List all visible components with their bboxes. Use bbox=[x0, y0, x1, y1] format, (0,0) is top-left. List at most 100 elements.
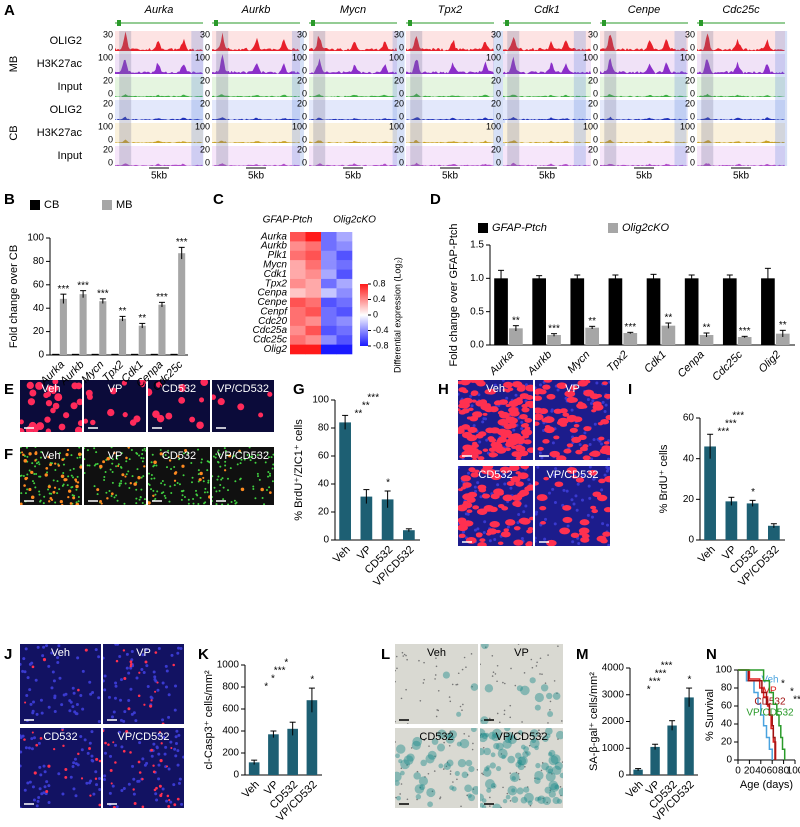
nucleus bbox=[103, 674, 107, 678]
cell bbox=[252, 488, 255, 491]
cell bbox=[33, 472, 36, 475]
nucleus bbox=[27, 746, 31, 750]
cell bbox=[540, 735, 542, 738]
significance: ** bbox=[665, 313, 673, 324]
track-scale-max: 100 bbox=[98, 52, 113, 62]
track-background bbox=[212, 54, 300, 74]
nucleus bbox=[461, 458, 465, 460]
panel-label: M bbox=[576, 646, 589, 663]
cell bbox=[481, 719, 483, 722]
row-label: Olig2 bbox=[264, 344, 288, 355]
nucleus bbox=[514, 393, 518, 397]
cell bbox=[449, 773, 452, 775]
heatmap-cell bbox=[321, 269, 337, 280]
y-tick-label: 2000 bbox=[602, 716, 625, 727]
nucleus bbox=[132, 777, 136, 781]
track-scale-min: 0 bbox=[399, 157, 404, 167]
bar bbox=[737, 337, 752, 345]
track-signal bbox=[503, 37, 591, 51]
cell bbox=[500, 806, 502, 808]
cell bbox=[547, 711, 554, 718]
cell bbox=[192, 497, 195, 500]
cell bbox=[470, 391, 478, 396]
cell bbox=[143, 447, 146, 450]
cell bbox=[480, 734, 481, 737]
cell bbox=[26, 381, 34, 390]
cell bbox=[109, 387, 117, 395]
row-label: Cenpe bbox=[258, 297, 288, 308]
cell bbox=[123, 677, 127, 681]
track-signal bbox=[115, 31, 203, 51]
track-signal bbox=[697, 93, 785, 97]
cell bbox=[93, 447, 96, 450]
cell bbox=[400, 767, 403, 770]
cell bbox=[553, 435, 560, 440]
cell bbox=[113, 451, 116, 455]
cell bbox=[58, 452, 61, 455]
cell bbox=[150, 461, 153, 464]
nucleus bbox=[535, 539, 537, 543]
cell bbox=[140, 488, 143, 491]
bar bbox=[287, 728, 298, 775]
heatmap-cell bbox=[321, 278, 337, 289]
cell bbox=[75, 502, 80, 505]
nucleus bbox=[161, 718, 165, 722]
cell bbox=[504, 735, 512, 744]
legend-label: VP bbox=[763, 686, 777, 697]
nucleus bbox=[592, 477, 596, 481]
significance: *** bbox=[97, 288, 109, 299]
cell bbox=[505, 519, 516, 526]
micrograph bbox=[148, 447, 210, 505]
cell bbox=[517, 472, 529, 480]
nucleus bbox=[23, 788, 27, 792]
nucleus bbox=[56, 660, 60, 664]
cell bbox=[162, 491, 165, 494]
cell bbox=[435, 665, 438, 668]
cell bbox=[69, 469, 72, 472]
y-tick-label: 60 bbox=[721, 701, 733, 712]
cell bbox=[505, 794, 511, 800]
cell bbox=[576, 402, 587, 410]
cell bbox=[38, 493, 41, 496]
nucleus bbox=[89, 692, 93, 696]
cell bbox=[220, 478, 223, 481]
cell bbox=[503, 423, 513, 430]
cell bbox=[61, 728, 64, 732]
survival-line bbox=[738, 669, 776, 760]
nucleus bbox=[606, 523, 610, 527]
cell bbox=[458, 427, 465, 434]
cell bbox=[141, 452, 144, 455]
cell bbox=[74, 426, 82, 432]
legend-swatch bbox=[608, 223, 618, 233]
scale-bar-label: 5kb bbox=[345, 171, 362, 182]
image-label: VP bbox=[108, 450, 123, 462]
nucleus bbox=[506, 525, 510, 529]
nucleus bbox=[127, 699, 131, 703]
nucleus bbox=[161, 787, 165, 791]
cell bbox=[472, 505, 480, 510]
colorbar-tick-label: 0.4 bbox=[373, 294, 386, 304]
legend-swatch bbox=[30, 200, 40, 210]
cell bbox=[222, 486, 225, 489]
cell bbox=[546, 393, 556, 400]
cell bbox=[103, 476, 106, 479]
cell bbox=[557, 645, 559, 648]
nucleus bbox=[71, 765, 75, 769]
cell bbox=[495, 446, 507, 454]
cell bbox=[486, 532, 492, 536]
cell bbox=[47, 488, 50, 491]
nucleus bbox=[556, 388, 560, 392]
cell bbox=[540, 684, 549, 692]
cell bbox=[534, 777, 536, 780]
track-background bbox=[697, 100, 785, 120]
cell bbox=[562, 516, 573, 524]
nucleus bbox=[550, 408, 554, 412]
cell bbox=[598, 478, 606, 484]
nucleus bbox=[72, 691, 76, 695]
cell bbox=[489, 762, 496, 769]
cell bbox=[517, 756, 527, 766]
track-scale-max: 30 bbox=[297, 29, 307, 39]
cell bbox=[470, 436, 476, 440]
cell bbox=[103, 729, 105, 733]
track-scale-max: 100 bbox=[583, 121, 598, 131]
